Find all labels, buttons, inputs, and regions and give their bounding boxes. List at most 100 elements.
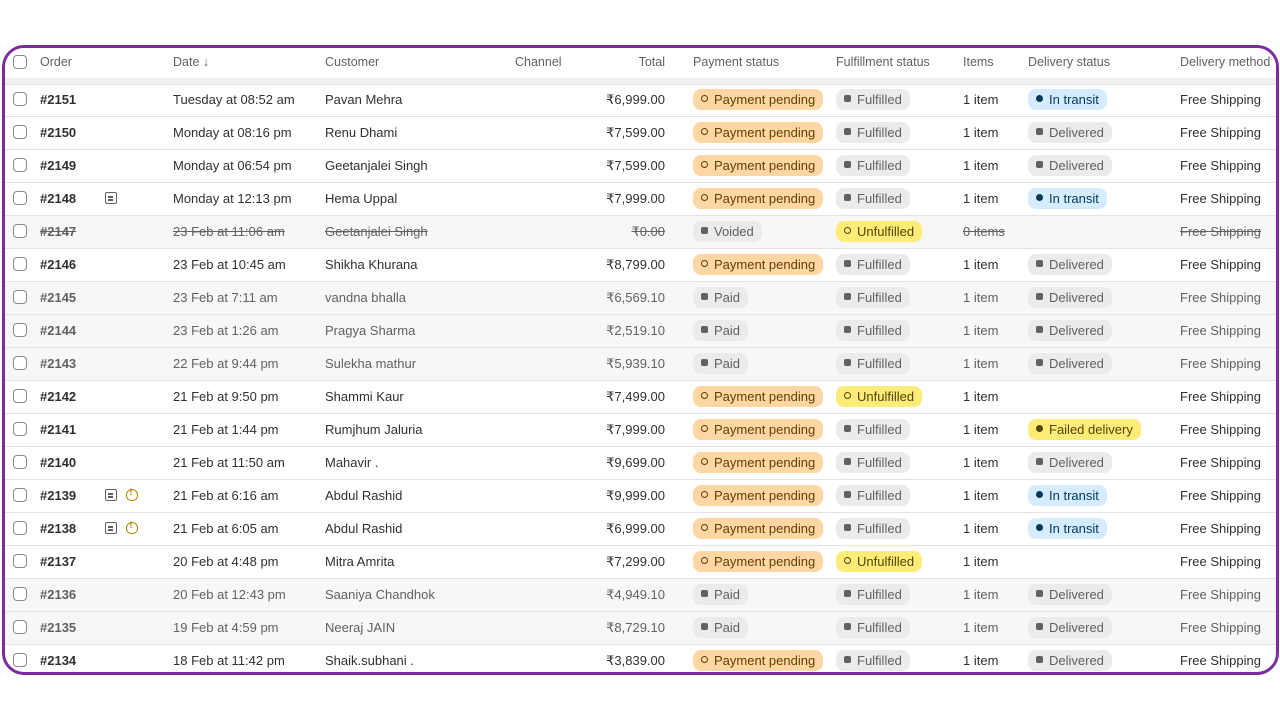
order-number[interactable]: #2135 [40,620,77,635]
col-items[interactable]: Items [963,55,994,69]
order-total: ₹5,939.10 [606,356,665,371]
order-total: ₹7,299.00 [606,554,665,569]
table-row[interactable]: #2148 Monday at 12:13 pm Hema Uppal ₹7,999.… [5,183,1276,216]
row-checkbox[interactable] [13,653,27,667]
status-dot-icon [844,293,851,300]
row-checkbox[interactable] [13,455,27,469]
table-row[interactable]: #2147 23 Feb at 11:06 am Geetanjalei Singh… [5,216,1276,249]
delivery-status-badge: Delivered [1028,650,1112,671]
status-dot-icon [1036,458,1043,465]
order-number[interactable]: #2149 [40,158,77,173]
row-checkbox[interactable] [13,356,27,370]
row-checkbox[interactable] [13,521,27,535]
order-number[interactable]: #2142 [40,389,77,404]
payment-status-badge: Paid [693,287,749,308]
order-number[interactable]: #2139 [40,488,77,503]
table-row[interactable]: #2134 18 Feb at 11:42 pm Shaik.subhani . ₹3… [5,645,1276,672]
order-number[interactable]: #2141 [40,422,77,437]
col-customer[interactable]: Customer [325,55,380,69]
col-total[interactable]: Total [638,55,665,69]
table-row[interactable]: #2145 23 Feb at 7:11 am vandna bhalla ₹6,56… [5,282,1276,315]
table-row[interactable]: #2139 21 Feb at 6:16 am Abdul Rashid ₹9,999… [5,480,1276,513]
status-dot-icon [844,491,851,498]
table-row[interactable]: #2138 21 Feb at 6:05 am Abdul Rashid ₹6,999… [5,513,1276,546]
row-checkbox[interactable] [13,323,27,337]
order-number[interactable]: #2144 [40,323,77,338]
row-checkbox[interactable] [13,191,27,205]
row-checkbox[interactable] [13,257,27,271]
row-checkbox[interactable] [13,389,27,403]
status-dot-icon [701,656,708,663]
note-icon [105,489,117,501]
row-checkbox[interactable] [13,224,27,238]
table-row[interactable]: #2135 19 Feb at 4:59 pm Neeraj JAIN ₹8,729.… [5,612,1276,645]
row-checkbox[interactable] [13,422,27,436]
table-row[interactable]: #2143 22 Feb at 9:44 pm Sulekha mathur ₹5,9… [5,348,1276,381]
order-number[interactable]: #2140 [40,455,77,470]
order-number[interactable]: #2136 [40,587,77,602]
table-row[interactable]: #2146 23 Feb at 10:45 am Shikha Khurana ₹8,… [5,249,1276,282]
order-number[interactable]: #2148 [40,191,77,206]
fulfillment-status-badge: Fulfilled [836,518,910,539]
table-row[interactable]: #2142 21 Feb at 9:50 pm Shammi Kaur ₹7,499.… [5,381,1276,414]
status-dot-icon [1036,194,1043,201]
table-row[interactable]: #2151 Tuesday at 08:52 am Pavan Mehra ₹6,99… [5,84,1276,117]
order-number[interactable]: #2137 [40,554,77,569]
customer-name: Geetanjalei Singh [325,224,428,239]
row-checkbox[interactable] [13,290,27,304]
table-row[interactable]: #2141 21 Feb at 1:44 pm Rumjhum Jaluria ₹7,… [5,414,1276,447]
col-channel[interactable]: Channel [515,55,562,69]
order-total: ₹7,599.00 [606,158,665,173]
order-date: 20 Feb at 4:48 pm [173,554,279,569]
delivery-status-badge: In transit [1028,89,1107,110]
status-dot-icon [1036,425,1043,432]
col-date[interactable]: Date ↓ [173,55,210,69]
row-checkbox[interactable] [13,158,27,172]
table-row[interactable]: #2149 Monday at 06:54 pm Geetanjalei Singh… [5,150,1276,183]
status-dot-icon [1036,359,1043,366]
col-payment-status[interactable]: Payment status [693,55,780,69]
table-row[interactable]: #2150 Monday at 08:16 pm Renu Dhami ₹7,599.… [5,117,1276,150]
order-number[interactable]: #2150 [40,125,77,140]
order-number[interactable]: #2138 [40,521,77,536]
table-row[interactable]: #2140 21 Feb at 11:50 am Mahavir . ₹9,699.0… [5,447,1276,480]
fulfillment-status-badge: Fulfilled [836,188,910,209]
order-number[interactable]: #2143 [40,356,77,371]
table-row[interactable]: #2144 23 Feb at 1:26 am Pragya Sharma ₹2,51… [5,315,1276,348]
table-row[interactable]: #2136 20 Feb at 12:43 pm Saaniya Chandhok ₹… [5,579,1276,612]
status-dot-icon [701,260,708,267]
fulfillment-status-badge: Fulfilled [836,320,910,341]
note-icon [105,522,117,534]
order-number[interactable]: #2146 [40,257,77,272]
delivery-method: Free Shipping [1180,455,1261,470]
select-all-checkbox[interactable] [13,55,27,69]
orders-table-frame: Order Date ↓ Customer Channel Total Paym… [2,45,1279,675]
status-dot-icon [844,227,851,234]
payment-status-badge: Paid [693,584,749,605]
col-delivery-method[interactable]: Delivery method [1180,55,1271,69]
row-checkbox[interactable] [13,125,27,139]
delivery-status-badge: Failed delivery [1028,419,1141,440]
row-checkbox[interactable] [13,620,27,634]
order-number[interactable]: #2151 [40,92,77,107]
order-number[interactable]: #2145 [40,290,77,305]
col-order[interactable]: Order [40,55,72,69]
order-number[interactable]: #2134 [40,653,77,668]
order-total: ₹7,999.00 [606,191,665,206]
row-checkbox[interactable] [13,92,27,106]
status-dot-icon [1036,293,1043,300]
fulfillment-status-badge: Fulfilled [836,122,910,143]
col-delivery-status[interactable]: Delivery status [1028,55,1110,69]
row-checkbox[interactable] [13,587,27,601]
item-count: 1 item [963,92,999,107]
status-dot-icon [1036,260,1043,267]
fulfillment-status-badge: Fulfilled [836,419,910,440]
row-checkbox[interactable] [13,488,27,502]
delivery-method: Free Shipping [1180,620,1261,635]
status-dot-icon [844,194,851,201]
row-checkbox[interactable] [13,554,27,568]
order-number[interactable]: #2147 [40,224,77,239]
table-row[interactable]: #2137 20 Feb at 4:48 pm Mitra Amrita ₹7,299… [5,546,1276,579]
payment-status-badge: Paid [693,320,749,341]
col-fulfillment-status[interactable]: Fulfillment status [836,55,930,69]
